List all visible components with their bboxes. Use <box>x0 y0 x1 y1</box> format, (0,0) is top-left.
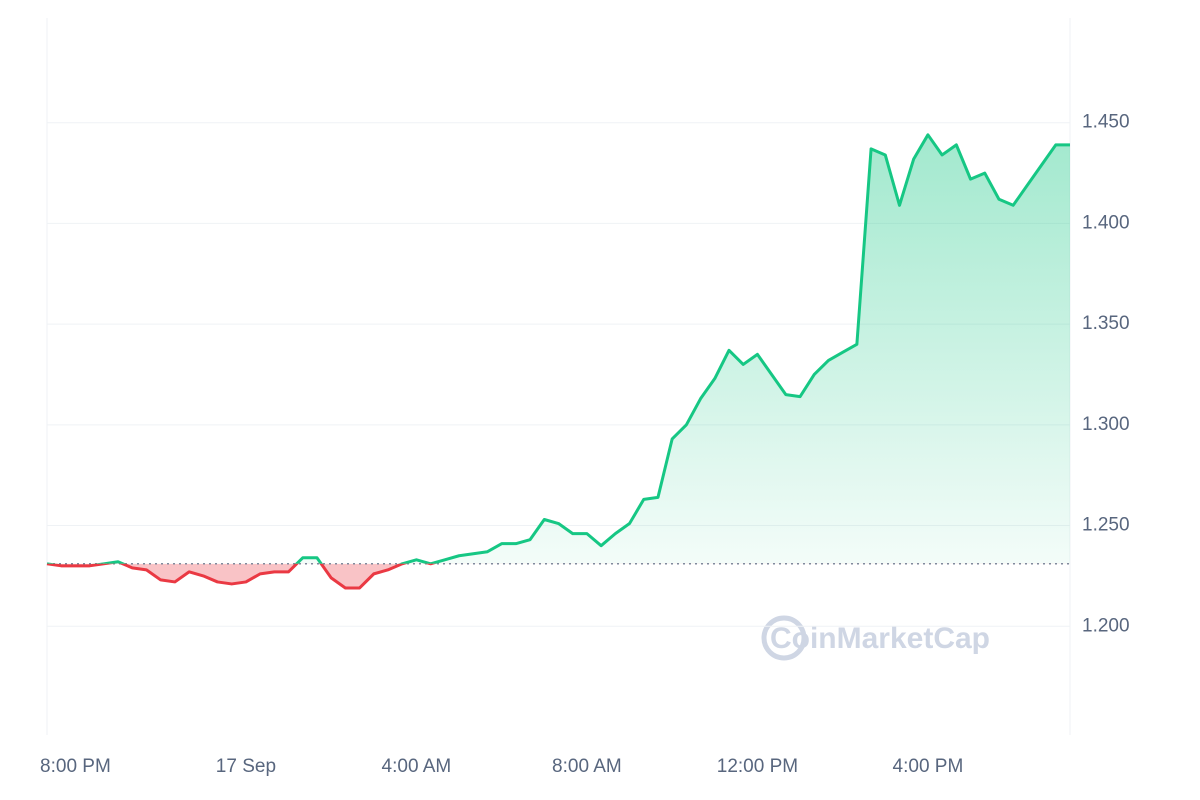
y-tick-label: 1.350 <box>1082 313 1130 334</box>
x-tick-label: 8:00 PM <box>40 756 111 777</box>
y-tick-label: 1.250 <box>1082 515 1130 536</box>
price-line-up <box>46 133 1070 564</box>
y-tick-label: 1.200 <box>1082 615 1130 636</box>
x-tick-label: 8:00 AM <box>552 756 622 777</box>
x-tick-label: 17 Sep <box>216 756 276 777</box>
x-tick-label: 4:00 AM <box>382 756 452 777</box>
y-tick-label: 1.400 <box>1082 212 1130 233</box>
price-line-down <box>46 563 437 590</box>
y-tick-label: 1.300 <box>1082 414 1130 435</box>
x-tick-label: 4:00 PM <box>893 756 964 777</box>
y-tick-label: 1.450 <box>1082 112 1130 133</box>
area-below <box>47 563 403 588</box>
watermark-logo <box>761 615 807 661</box>
watermark: CoinMarketCap <box>770 622 990 655</box>
x-tick-label: 12:00 PM <box>717 756 798 777</box>
area-above <box>47 134 1070 564</box>
